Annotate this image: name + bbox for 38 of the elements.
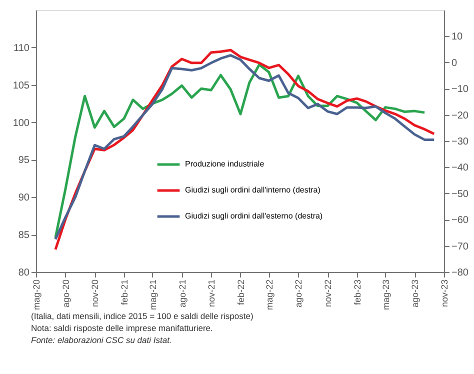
y2-tick-label: 10 <box>452 32 464 43</box>
x-tick-label: mag-21 <box>148 280 158 310</box>
x-tick-label: mag-23 <box>380 280 391 310</box>
y2-tick-label: −20 <box>452 110 469 122</box>
x-tick-label: mag-22 <box>264 280 274 310</box>
y2-tick-label: −30 <box>452 136 469 148</box>
y-tick-label: 95 <box>18 155 30 166</box>
legend-label: Produzione industriale <box>185 160 265 168</box>
text: (Italia, dati mensili, indice 2015 = 100 e saldi delle risposte) <box>31 311 254 321</box>
y2-tick-label: 0 <box>452 58 458 69</box>
legend-label: Giudizi sugli ordini dall'esterno (destra) <box>185 212 323 220</box>
x-tick-label: nov-21 <box>206 280 217 308</box>
y-tick-label: 100 <box>12 118 30 129</box>
x-tick-label: nov-22 <box>323 280 334 308</box>
x-tick-label: nov-23 <box>440 280 450 308</box>
x-tick-label: ago-22 <box>294 280 304 308</box>
x-tick-label: ago-20 <box>60 280 71 308</box>
y2-tick-label: −10 <box>452 84 469 96</box>
y-tick-label: 85 <box>18 230 30 242</box>
x-tick-label: feb-23 <box>352 280 362 306</box>
x-tick-label: feb-22 <box>236 280 246 306</box>
text: Nota: saldi risposte delle imprese manifatturiere. <box>31 323 213 333</box>
y2-tick-label: −60 <box>452 215 469 226</box>
y2-tick-label: −50 <box>452 188 469 200</box>
x-tick-label: mag-20 <box>32 280 42 310</box>
y2-tick-label: −80 <box>452 268 469 278</box>
y-tick-label: 105 <box>12 80 30 92</box>
x-tick-label: feb-21 <box>120 280 130 306</box>
y2-tick-label: −40 <box>452 162 469 174</box>
y2-tick-label: −70 <box>452 241 469 252</box>
x-tick-label: ago-21 <box>177 280 188 308</box>
y-tick-label: 80 <box>18 268 30 278</box>
x-tick-label: ago-23 <box>410 280 420 308</box>
source-note: Fonte: elaborazioni CSC su dati Istat. <box>31 335 172 345</box>
y-tick-label: 110 <box>14 42 30 54</box>
y-tick-label: 90 <box>18 192 30 204</box>
legend-label: Giudizi sugli ordini dall'interno (destra) <box>185 186 321 194</box>
x-tick-label: nov-20 <box>90 280 100 308</box>
